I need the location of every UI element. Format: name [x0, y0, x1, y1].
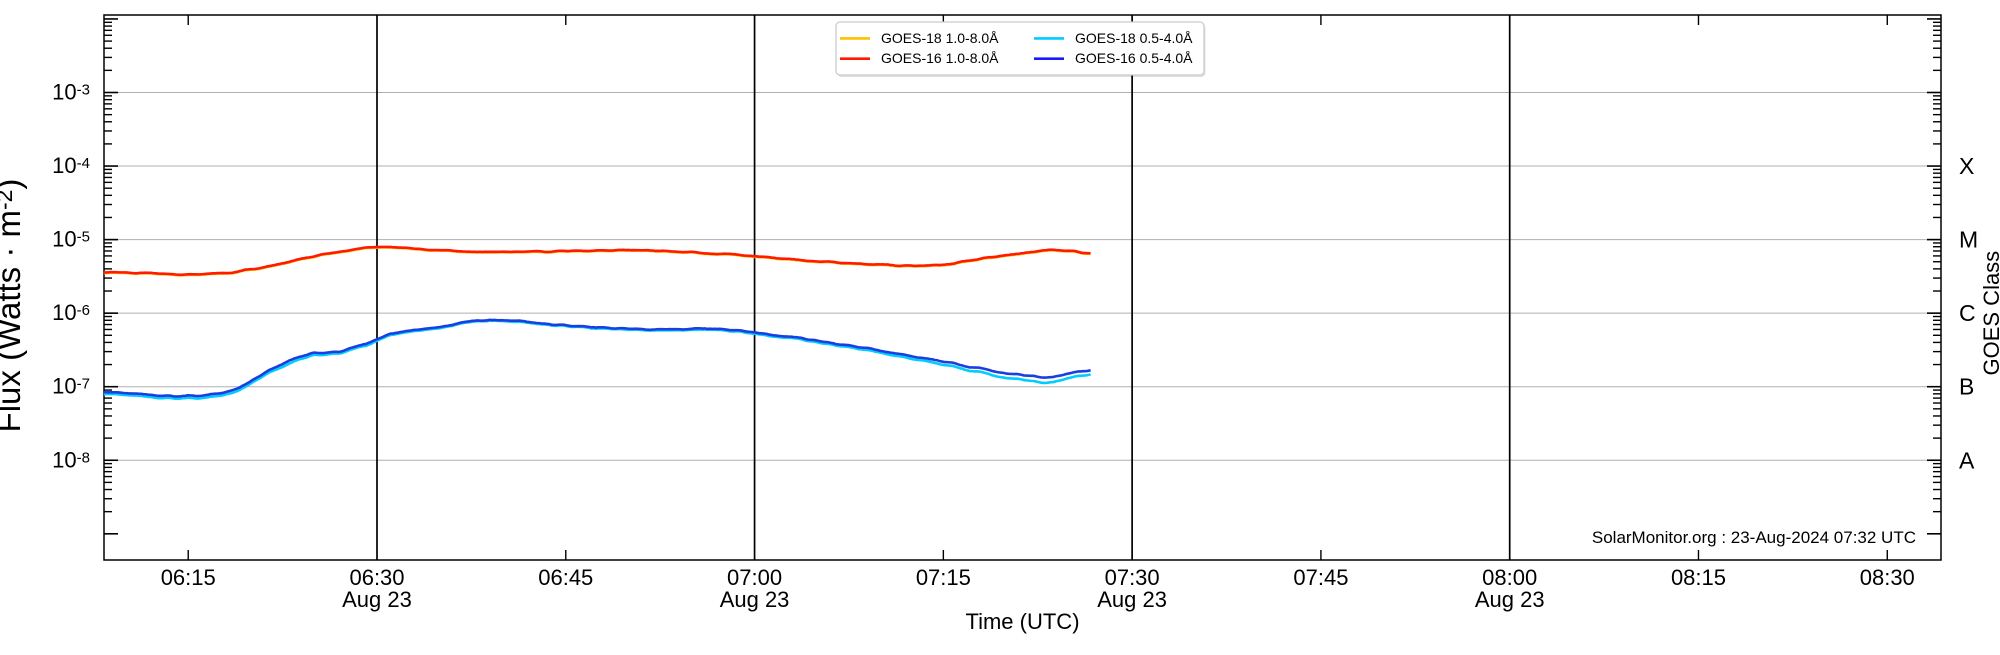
- svg-text:06:45: 06:45: [538, 565, 593, 590]
- svg-text:X: X: [1959, 153, 1974, 179]
- svg-text:C: C: [1959, 300, 1976, 326]
- svg-text:GOES-18 0.5-4.0Å: GOES-18 0.5-4.0Å: [1075, 30, 1193, 46]
- svg-text:Flux (Watts · m-2): Flux (Watts · m-2): [0, 179, 27, 433]
- svg-text:GOES Class: GOES Class: [1979, 251, 2000, 376]
- svg-text:A: A: [1959, 447, 1975, 473]
- svg-text:SolarMonitor.org : 23-Aug-2024: SolarMonitor.org : 23-Aug-2024 07:32 UTC: [1592, 528, 1916, 547]
- svg-text:GOES-16 1.0-8.0Å: GOES-16 1.0-8.0Å: [881, 50, 999, 66]
- svg-text:Time (UTC): Time (UTC): [965, 609, 1079, 634]
- svg-text:B: B: [1959, 374, 1974, 400]
- svg-text:08:30: 08:30: [1860, 565, 1915, 590]
- svg-text:GOES-18 1.0-8.0Å: GOES-18 1.0-8.0Å: [881, 30, 999, 46]
- svg-text:07:45: 07:45: [1293, 565, 1348, 590]
- svg-text:Aug 23: Aug 23: [1097, 587, 1167, 612]
- svg-text:GOES-16 0.5-4.0Å: GOES-16 0.5-4.0Å: [1075, 50, 1193, 66]
- svg-text:08:15: 08:15: [1671, 565, 1726, 590]
- svg-text:Aug 23: Aug 23: [1475, 587, 1545, 612]
- svg-text:Aug 23: Aug 23: [342, 587, 412, 612]
- svg-text:07:15: 07:15: [916, 565, 971, 590]
- svg-text:06:15: 06:15: [161, 565, 216, 590]
- svg-text:Aug 23: Aug 23: [720, 587, 790, 612]
- svg-text:M: M: [1959, 227, 1978, 253]
